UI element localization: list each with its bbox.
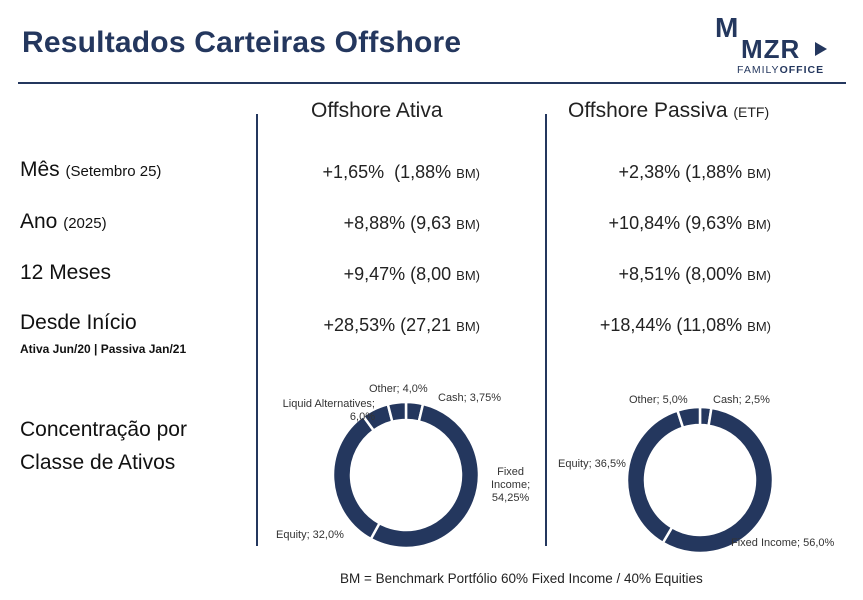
value-passiva-ano: +10,84% (9,63% BM) (608, 213, 771, 233)
logo-name: MZR (741, 34, 801, 64)
donut-chart-ativa (331, 400, 481, 550)
slice-label-ativa-equity: Equity; 32,0% (276, 529, 344, 541)
slice-label-ativa-other: Other; 4,0% (369, 383, 428, 395)
column-header-ativa: Offshore Ativa (311, 99, 443, 122)
column-header-passiva: Offshore Passiva (ETF) (568, 99, 770, 122)
slice-label-passiva-other: Other; 5,0% (629, 394, 688, 406)
donut-slice-equity (331, 414, 382, 541)
row-label-desde-inicio: Desde Início (20, 311, 137, 334)
title-rule (18, 82, 846, 84)
concentration-label: Concentração por Classe de Ativos (20, 418, 187, 474)
logo-subtitle: FAMILYOFFICE (737, 64, 825, 76)
donut-slice-equity (625, 408, 685, 545)
benchmark-footnote: BM = Benchmark Portfólio 60% Fixed Incom… (340, 571, 703, 586)
slice-label-ativa-liquid-alternatives: Liquid Alternatives; 6,0% (282, 398, 375, 423)
row-label-ano: Ano (2025) (20, 210, 107, 233)
since-note: Ativa Jun/20 | Passiva Jan/21 (20, 342, 187, 356)
donut-slice-other (675, 405, 702, 430)
slice-label-ativa-cash: Cash; 3,75% (438, 392, 501, 404)
value-ativa-inicio: +28,53% (27,21 BM) (323, 315, 480, 335)
logo-arrow-icon (815, 42, 827, 56)
slice-label-ativa-fixed-income: Fixed Income; 54,25% (491, 466, 531, 504)
value-ativa-mes: +1,65% (1,88% BM) (322, 162, 480, 182)
column-divider-right (545, 114, 547, 546)
value-passiva-mes: +2,38% (1,88% BM) (618, 162, 771, 182)
slice-label-passiva-cash: Cash; 2,5% (713, 394, 770, 406)
logo-mark: M (715, 12, 738, 43)
donut-slice-other (386, 400, 408, 424)
column-divider-left (256, 114, 258, 546)
value-ativa-12m: +9,47% (8,00 BM) (343, 264, 480, 284)
donut-slice-fixed-income (661, 406, 775, 555)
page-title: Resultados Carteiras Offshore (22, 26, 462, 59)
slice-label-passiva-equity: Equity; 36,5% (558, 458, 626, 470)
value-passiva-inicio: +18,44% (11,08% BM) (599, 315, 771, 335)
row-label-mes: Mês (Setembro 25) (20, 158, 162, 181)
row-label-12-meses: 12 Meses (20, 261, 112, 284)
slice-label-passiva-fixed-income: Fixed Income; 56,0% (731, 537, 835, 549)
value-passiva-12m: +8,51% (8,00% BM) (618, 264, 771, 284)
donut-slice-fixed-income (369, 402, 481, 550)
value-ativa-ano: +8,88% (9,63 BM) (343, 213, 480, 233)
mzr-logo: M MZR FAMILYOFFICE (715, 12, 845, 78)
donut-chart-passiva (625, 405, 775, 555)
